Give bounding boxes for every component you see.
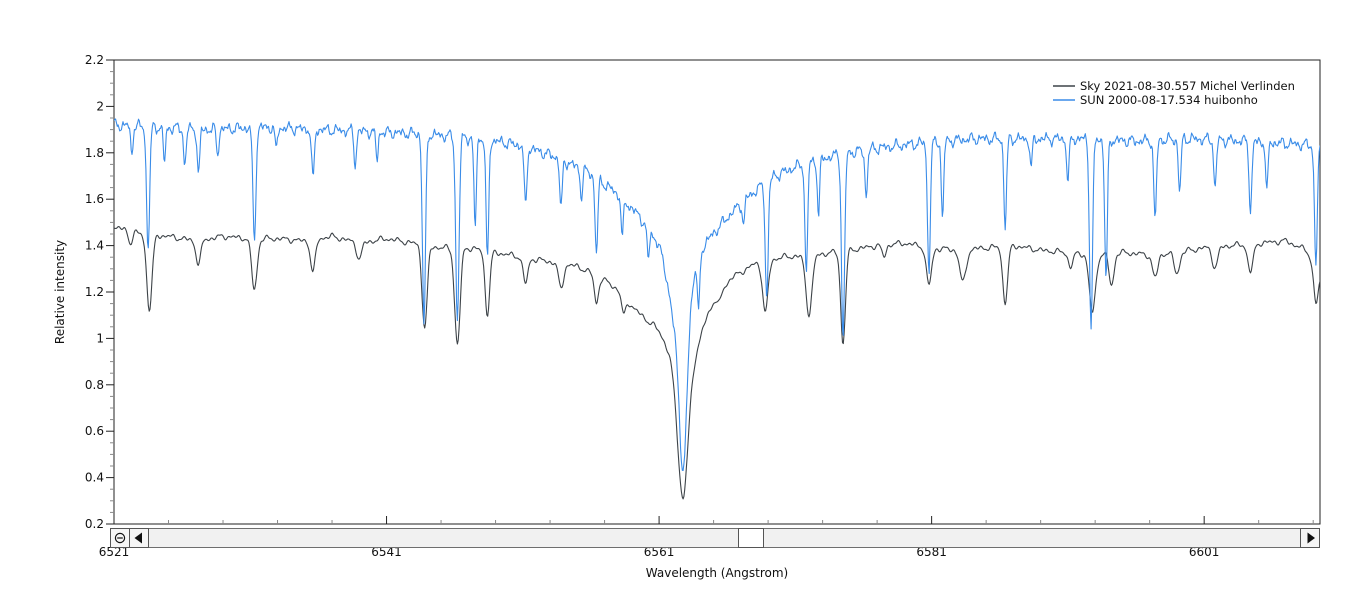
x-tick-label: 6541 <box>371 545 402 559</box>
spectra-curves <box>114 118 1320 500</box>
x-axis-title: Wavelength (Angstrom) <box>646 566 788 580</box>
y-tick-label: 0.8 <box>85 378 104 392</box>
plot-area[interactable] <box>113 59 1321 525</box>
y-tick-label: 0.4 <box>85 471 104 485</box>
legend-label: Sky 2021-08-30.557 Michel Verlinden <box>1080 79 1295 93</box>
y-tick-label: 2 <box>96 99 104 113</box>
right-triangle-icon <box>1307 532 1315 544</box>
scrollbar-thumb[interactable] <box>738 528 764 548</box>
zoom-out-icon <box>114 532 126 544</box>
x-tick-label: 6581 <box>916 545 947 559</box>
legend-label: SUN 2000-08-17.534 huibonho <box>1080 93 1258 107</box>
scroll-left-button[interactable] <box>129 528 149 548</box>
y-tick-label: 1.6 <box>85 192 104 206</box>
y-tick-label: 1.2 <box>85 285 104 299</box>
y-tick-label: 1.8 <box>85 146 104 160</box>
y-tick-label: 0.2 <box>85 517 104 531</box>
left-triangle-icon <box>134 532 142 544</box>
axis-ticks: 6521 6541 6561 6581 6601 0.2 0.4 0.6 0.8 1 1.2 1.4 1… <box>85 53 1314 559</box>
scroll-right-button[interactable] <box>1300 528 1320 548</box>
y-tick-label: 2.2 <box>85 53 104 67</box>
y-tick-label: 1 <box>96 331 104 345</box>
scrollbar-track[interactable] <box>110 528 1320 548</box>
y-tick-label: 0.6 <box>85 424 104 438</box>
zoom-out-button[interactable] <box>110 528 130 548</box>
sky-spectrum-line <box>114 226 1320 500</box>
y-axis-title: Relative intensity <box>53 240 67 344</box>
x-tick-label: 6521 <box>99 545 130 559</box>
x-tick-label: 6561 <box>644 545 675 559</box>
x-tick-label: 6601 <box>1189 545 1220 559</box>
legend-item: Sky 2021-08-30.557 Michel Verlinden <box>1053 79 1295 93</box>
legend-item: SUN 2000-08-17.534 huibonho <box>1053 93 1258 107</box>
y-tick-label: 1.4 <box>85 239 104 253</box>
scrollbar <box>110 528 1320 548</box>
sun-spectrum-line <box>114 118 1320 472</box>
